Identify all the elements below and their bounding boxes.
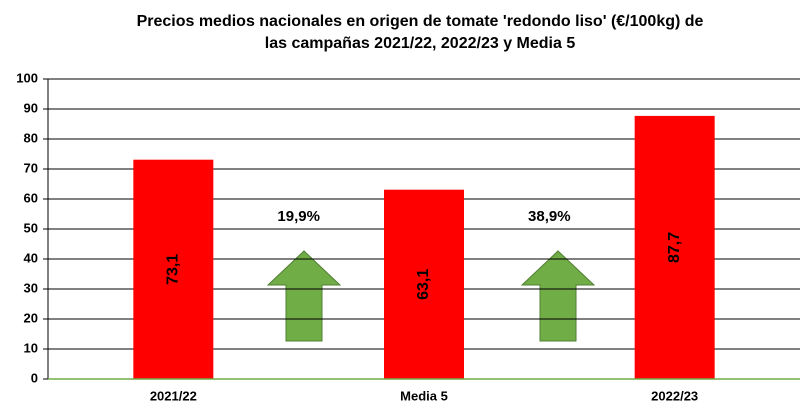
y-tick-label: 60 (24, 190, 38, 205)
bar (384, 189, 464, 379)
bar (634, 115, 715, 380)
y-tick-label: 10 (24, 340, 38, 355)
bar (133, 159, 214, 379)
y-tick-label: 100 (16, 70, 38, 85)
annotation: 19,9% (277, 208, 320, 225)
chart-title: Precios medios nacionales en origen de t… (137, 13, 704, 30)
y-tick-label: 20 (24, 310, 38, 325)
y-tick-label: 30 (24, 280, 38, 295)
value-label: 87,7 (666, 232, 683, 263)
y-tick-label: 40 (24, 250, 38, 265)
value-label: 73,1 (165, 254, 182, 285)
value-label: 63,1 (415, 269, 432, 300)
y-tick-label: 50 (24, 220, 38, 235)
x-tick-label: 2022/23 (651, 388, 698, 403)
x-tick-label: Media 5 (400, 388, 448, 403)
y-tick-label: 80 (24, 130, 38, 145)
chart-title: las campañas 2021/22, 2022/23 y Media 5 (265, 35, 576, 52)
y-tick-label: 0 (31, 370, 38, 385)
x-tick-label: 2021/22 (150, 388, 197, 403)
annotation: 38,9% (528, 208, 571, 225)
y-tick-label: 90 (24, 100, 38, 115)
y-tick-label: 70 (24, 160, 38, 175)
